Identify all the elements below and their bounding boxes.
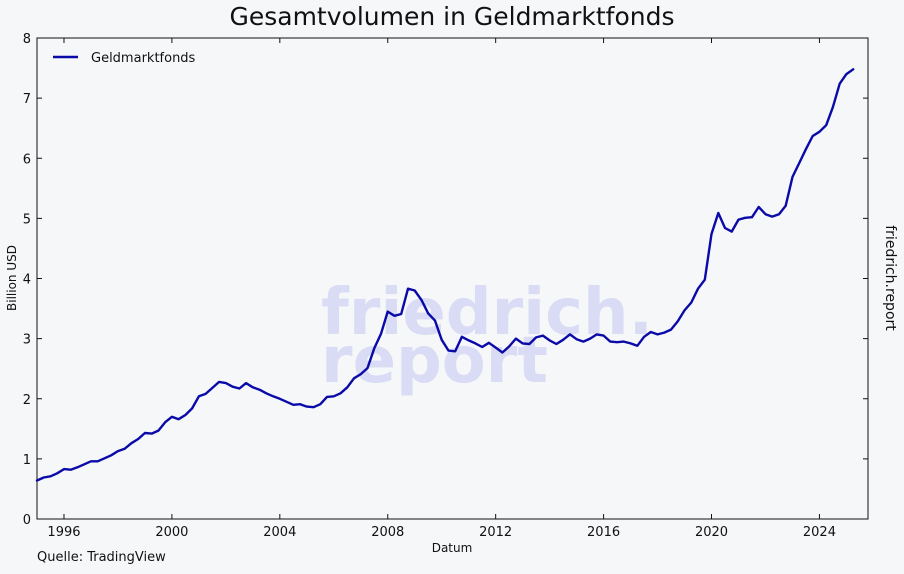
- y-tick-label: 3: [23, 333, 31, 348]
- y-tick-label: 1: [23, 453, 31, 468]
- y-axis: 0 1 2 3 4 5 6 7 8: [23, 32, 868, 528]
- side-brand-label: friedrich.report: [882, 225, 898, 331]
- source-note: Quelle: TradingView: [37, 550, 166, 565]
- watermark: friedrich. report: [321, 276, 653, 398]
- y-tick-label: 6: [23, 152, 31, 167]
- x-tick-label: 2016: [587, 525, 620, 540]
- chart-title: Gesamtvolumen in Geldmarktfonds: [229, 2, 675, 31]
- x-tick-label: 1996: [47, 525, 80, 540]
- x-tick-label: 2012: [479, 525, 512, 540]
- x-axis: 1996 2000 2004 2008 2012 2016 2020 2024: [47, 38, 836, 540]
- y-tick-label: 5: [23, 212, 31, 227]
- series-line-geldmarktfonds: [35, 68, 855, 482]
- y-tick-label: 2: [23, 393, 31, 408]
- y-tick-label: 7: [23, 92, 31, 107]
- x-tick-label: 2008: [371, 525, 404, 540]
- legend-label: Geldmarktfonds: [91, 51, 196, 66]
- y-tick-label: 0: [23, 513, 31, 528]
- x-tick-label: 2020: [695, 525, 728, 540]
- x-tick-label: 2000: [155, 525, 188, 540]
- y-axis-label: Billion USD: [5, 245, 19, 311]
- y-tick-label: 4: [23, 273, 31, 288]
- watermark-line-1: friedrich.: [321, 276, 653, 350]
- legend: Geldmarktfonds: [53, 51, 196, 66]
- x-axis-label: Datum: [432, 541, 473, 555]
- x-tick-label: 2024: [803, 525, 836, 540]
- watermark-line-2: report: [321, 324, 548, 398]
- x-tick-label: 2004: [263, 525, 296, 540]
- y-tick-label: 8: [23, 32, 31, 47]
